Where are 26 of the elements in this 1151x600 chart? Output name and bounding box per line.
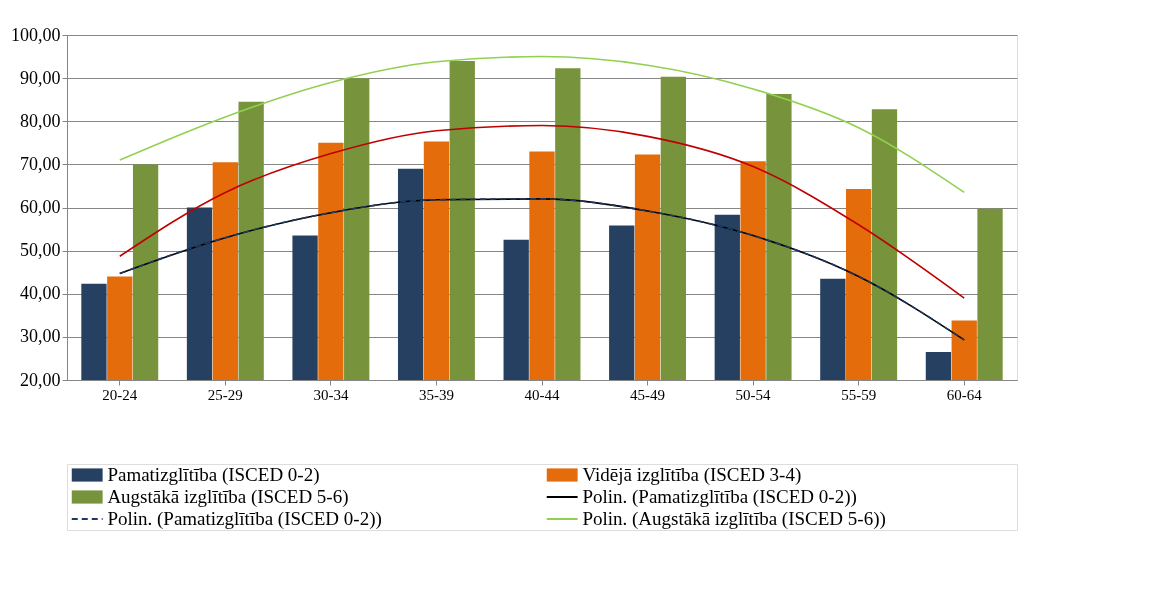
x-tick-label: 25-29 [207,386,243,403]
x-tick-label: 35-39 [418,386,454,403]
y-tick-label: 60,00 [20,197,61,217]
x-tick-label: 30-34 [313,386,349,403]
x-tick-label: 50-54 [735,386,772,403]
x-tick-label: 45-49 [630,386,666,403]
x-tick-label: 60-64 [946,386,983,403]
x-tick-label: 40-44 [524,386,560,403]
y-tick-label: 40,00 [20,283,61,304]
legend-label: Augstākā izglītība (ISCED 5-6) [107,486,349,508]
y-tick-label: 20,00 [20,369,61,390]
y-tick-label: 50,00 [20,240,61,261]
legend-label: Vidējā izglītība (ISCED 3-4) [582,464,802,486]
legend-label: Polin. (Pamatizglītība (ISCED 0-2)) [582,486,857,508]
y-tick-label: 70,00 [20,153,61,174]
line-series [118,124,966,299]
y-tick-label: 80,00 [20,110,61,131]
legend-label: Pamatizglītība (ISCED 0-2) [107,464,320,486]
x-tick-label: 55-59 [841,386,877,403]
legend-label: Polin. (Augstākā izglītība (ISCED 5-6)) [582,508,886,530]
x-tick-label: 20-24 [102,386,138,403]
legend-label: Polin. (Pamatizglītība (ISCED 0-2)) [107,508,382,530]
y-tick-label: 90,00 [20,67,61,88]
line-series [118,55,966,194]
y-tick-label: 100,00 [11,24,61,45]
y-tick-label: 30,00 [20,326,61,347]
